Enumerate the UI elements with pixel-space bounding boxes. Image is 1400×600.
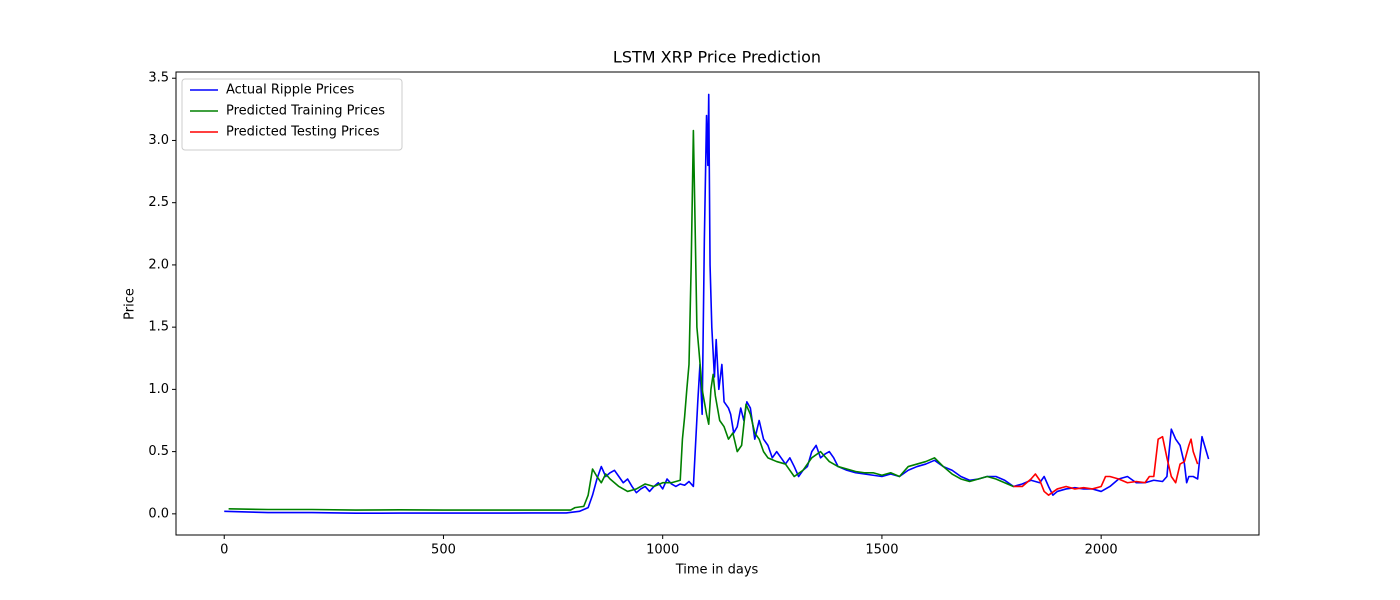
x-tick-label: 2000 bbox=[1085, 543, 1118, 558]
legend-label: Predicted Testing Prices bbox=[226, 125, 380, 140]
plot-frame bbox=[175, 71, 1260, 536]
y-axis-label: Price bbox=[123, 288, 138, 320]
x-tick-label: 0 bbox=[220, 543, 228, 558]
data-line bbox=[224, 93, 1210, 515]
data-line bbox=[228, 129, 1014, 511]
y-tick-label: 1.0 bbox=[148, 382, 169, 397]
x-tick-label: 1500 bbox=[865, 543, 898, 558]
legend-label: Predicted Training Prices bbox=[226, 104, 385, 119]
x-axis-label: Time in days bbox=[675, 563, 759, 578]
x-tick-label: 1000 bbox=[646, 543, 679, 558]
y-tick-label: 1.5 bbox=[148, 320, 169, 335]
y-tick-label: 3.5 bbox=[148, 71, 169, 86]
y-tick-label: 0.5 bbox=[148, 444, 169, 459]
legend-label: Actual Ripple Prices bbox=[226, 83, 354, 98]
x-tick-label: 500 bbox=[431, 543, 456, 558]
y-tick-label: 0.0 bbox=[148, 506, 169, 521]
chart-title: LSTM XRP Price Prediction bbox=[613, 48, 821, 67]
y-tick-label: 2.0 bbox=[148, 257, 169, 272]
legend-box bbox=[181, 78, 403, 151]
y-tick-label: 3.0 bbox=[148, 133, 169, 148]
data-line bbox=[1013, 435, 1199, 496]
y-tick-label: 2.5 bbox=[148, 195, 169, 210]
